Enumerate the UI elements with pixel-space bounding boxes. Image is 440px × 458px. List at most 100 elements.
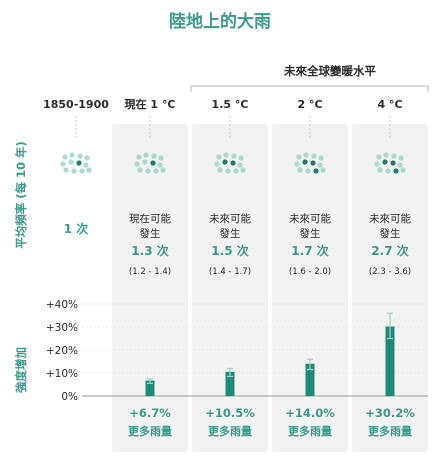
rain-dot — [83, 162, 89, 168]
column-1: 1850-1900 1 次 — [43, 98, 109, 236]
intensity-label: +30.2% — [365, 406, 415, 420]
rain-dots-icon — [134, 152, 166, 174]
rain-dot — [68, 159, 74, 165]
rain-dot — [216, 154, 222, 160]
rain-dot — [310, 160, 316, 166]
frequency-line: 發生 — [140, 227, 161, 240]
rain-dot — [294, 161, 300, 167]
rain-dot — [382, 159, 388, 165]
column-panel — [272, 124, 348, 452]
rain-dot — [305, 168, 311, 174]
rain-dot — [320, 167, 326, 173]
rain-dot — [136, 154, 142, 160]
intensity-row-label: 強度增加 — [14, 347, 28, 393]
frequency-line: 未來可能 — [209, 212, 251, 225]
frequency-range: (1.6 - 2.0) — [289, 267, 331, 277]
figure-title: 陸地上的大雨 — [169, 11, 271, 32]
column-panel — [192, 124, 268, 452]
column-panel — [112, 124, 188, 452]
frequency-line: 發生 — [220, 227, 241, 240]
frequency-value: 1 次 — [64, 221, 89, 236]
rain-dot — [143, 152, 149, 158]
frequency-line: 未來可能 — [289, 212, 331, 225]
frequency-line: 現在可能 — [129, 212, 171, 225]
rain-dot — [238, 155, 244, 161]
rain-dot — [217, 167, 223, 173]
rain-dot — [134, 161, 140, 167]
rain-dot — [142, 159, 148, 165]
y-tick-label: +20% — [46, 345, 78, 357]
rain-dot — [390, 160, 396, 166]
rain-dot — [376, 154, 382, 160]
rain-dot — [318, 155, 324, 161]
rain-dots-icon — [294, 152, 326, 174]
frequency-value: 1.3 次 — [131, 243, 168, 258]
intensity-label: +6.7% — [129, 406, 171, 420]
intensity-y-axis: 0% +10% +20% +30% +40% — [46, 299, 428, 403]
rain-dot — [71, 168, 77, 174]
rain-dot — [77, 153, 83, 159]
rain-dot — [62, 154, 68, 160]
rain-dot — [223, 152, 229, 158]
rain-dot — [385, 168, 391, 174]
rain-dot — [86, 167, 92, 173]
rain-dot — [303, 152, 309, 158]
rain-dot — [63, 167, 69, 173]
column-header: 2 °C — [297, 98, 322, 111]
column-header: 4 °C — [377, 98, 402, 111]
intensity-bar — [145, 380, 155, 396]
frequency-value: 1.5 次 — [211, 243, 248, 258]
column-header: 現在 1 °C — [125, 97, 176, 111]
rain-dot — [297, 167, 303, 173]
frequency-line: 未來可能 — [369, 212, 411, 225]
rain-dot — [214, 161, 220, 167]
intensity-bar — [305, 363, 315, 396]
column-panel — [352, 124, 428, 452]
rain-dot — [397, 162, 403, 168]
frequency-line: 發生 — [380, 227, 401, 240]
future-warming-bracket — [190, 85, 429, 92]
rain-dot — [398, 155, 404, 161]
rain-dot — [79, 168, 85, 174]
frequency-range: (1.4 - 1.7) — [209, 267, 251, 277]
y-tick-label: 0% — [61, 391, 78, 403]
frequency-row-label: 平均頻率 (每 10 年) — [14, 141, 28, 249]
rain-dot — [317, 162, 323, 168]
rain-dot — [233, 168, 239, 174]
rain-dot — [158, 155, 164, 161]
rain-dot — [377, 167, 383, 173]
intensity-label: +14.0% — [285, 406, 335, 420]
y-tick-label: +40% — [46, 299, 78, 311]
rain-dot — [137, 167, 143, 173]
rain-dots-icon — [214, 152, 246, 174]
rain-dot — [157, 162, 163, 168]
frequency-line: 發生 — [300, 227, 321, 240]
rain-dot — [237, 162, 243, 168]
rain-dots-icon — [374, 152, 406, 174]
rain-dot — [393, 168, 399, 174]
rain-dot — [69, 152, 75, 158]
intensity-bar — [225, 371, 235, 396]
intensity-label: +10.5% — [205, 406, 255, 420]
rain-dot — [230, 160, 236, 166]
rain-dot — [160, 167, 166, 173]
rain-dot — [153, 168, 159, 174]
rain-dot — [150, 160, 156, 166]
frequency-range: (2.3 - 3.6) — [369, 267, 411, 277]
rain-dot — [311, 153, 317, 159]
rain-dot — [374, 161, 380, 167]
column-header: 1850-1900 — [43, 98, 109, 111]
rain-dot — [391, 153, 397, 159]
rain-dot — [313, 168, 319, 174]
frequency-value: 2.7 次 — [371, 243, 408, 258]
frequency-value: 1.7 次 — [291, 243, 328, 258]
rain-dot — [151, 153, 157, 159]
rain-dot — [60, 161, 66, 167]
intensity-sub: 更多雨量 — [128, 424, 172, 438]
column-panels — [112, 124, 428, 452]
